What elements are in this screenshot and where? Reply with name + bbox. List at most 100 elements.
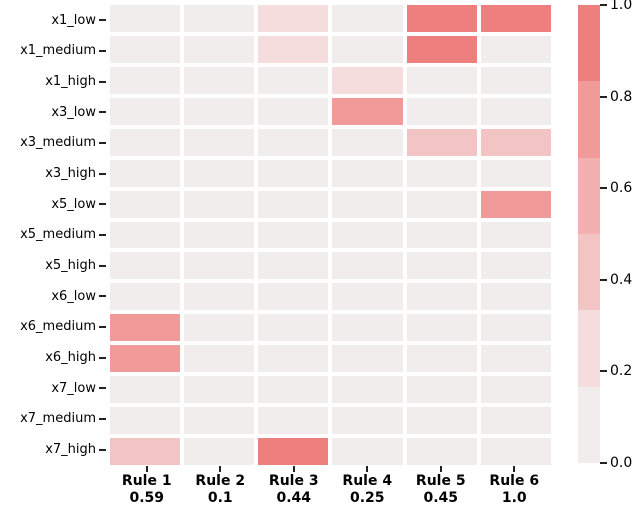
heatmap-cell xyxy=(110,159,181,187)
x-tick-mark xyxy=(478,466,552,472)
heatmap-cell xyxy=(332,190,403,218)
colorbar-tick-mark xyxy=(600,462,607,464)
heatmap-cell xyxy=(332,221,403,249)
col-label-weight: 0.25 xyxy=(349,490,385,506)
heatmap-cell xyxy=(258,438,329,465)
y-tick-mark xyxy=(99,404,106,435)
heatmap-cell xyxy=(110,97,181,125)
heatmap-cell xyxy=(406,252,477,280)
heatmap-cell xyxy=(332,438,403,465)
heatmap-cell xyxy=(184,345,255,373)
colorbar-tick-label: 0.0 xyxy=(610,455,633,471)
heatmap-cell xyxy=(480,438,551,465)
colorbar-tick-label: 0.4 xyxy=(610,271,633,288)
row-label: x7_medium xyxy=(20,411,96,427)
heatmap-cell xyxy=(110,252,181,280)
col-label-weight: 1.0 xyxy=(501,490,527,506)
heatmap-cell xyxy=(406,128,477,156)
col-label-name: Rule 2 xyxy=(195,473,246,489)
colorbar-tick-mark xyxy=(600,4,607,6)
x-tick-mark xyxy=(331,466,405,472)
heatmap-cell xyxy=(110,190,181,218)
heatmap-cell xyxy=(184,283,255,311)
x-tick-mark xyxy=(110,466,184,472)
col-label-weight: 0.1 xyxy=(207,490,233,506)
row-label: x5_medium xyxy=(20,227,96,243)
colorbar-band xyxy=(578,386,600,463)
heatmap-cell xyxy=(110,376,181,404)
heatmap-cell xyxy=(184,376,255,404)
heatmap-cell xyxy=(258,252,329,280)
row-label: x6_high xyxy=(45,350,96,366)
y-axis-ticks xyxy=(99,5,106,465)
heatmap-cell xyxy=(332,283,403,311)
colorbar-ticks: 1.0 0.8 0.6 0.4 0.2 0.0 xyxy=(600,0,638,471)
col-label: Rule 5 0.45 xyxy=(404,473,478,507)
y-tick-mark xyxy=(99,281,106,312)
heatmap-cell xyxy=(480,159,551,187)
heatmap-cell xyxy=(184,221,255,249)
heatmap-cell xyxy=(480,66,551,94)
col-label: Rule 1 0.59 xyxy=(110,473,184,507)
heatmap-cell xyxy=(480,376,551,404)
heatmap-cell xyxy=(184,128,255,156)
colorbar-band xyxy=(578,233,600,311)
heatmap-cell xyxy=(480,97,551,125)
heatmap-cell xyxy=(110,221,181,249)
colorbar-tick-mark xyxy=(600,278,607,281)
heatmap-cell xyxy=(184,159,255,187)
colorbar-tick: 1.0 xyxy=(600,0,632,13)
colorbar-tick-label: 1.0 xyxy=(610,0,633,13)
y-tick-mark xyxy=(99,312,106,343)
heatmap-cell xyxy=(110,407,181,435)
row-label: x5_high xyxy=(45,258,96,274)
y-tick-mark xyxy=(99,97,106,128)
colorbar-tick: 0.8 xyxy=(600,89,632,105)
heatmap-cell xyxy=(258,66,329,94)
y-tick-mark xyxy=(99,220,106,251)
colorbar-tick: 0.2 xyxy=(600,363,632,379)
heatmap-cell xyxy=(406,66,477,94)
heatmap-cell xyxy=(480,190,551,218)
x-tick-mark xyxy=(257,466,331,472)
heatmap-cell xyxy=(110,314,181,342)
row-label: x1_high xyxy=(45,74,96,90)
heatmap-cell xyxy=(258,128,329,156)
heatmap-cell xyxy=(258,376,329,404)
heatmap-cell xyxy=(184,97,255,125)
row-label: x7_low xyxy=(51,380,96,396)
heatmap-grid xyxy=(110,5,551,465)
heatmap-cell xyxy=(258,190,329,218)
col-label-weight: 0.45 xyxy=(423,490,459,506)
heatmap-cell xyxy=(332,66,403,94)
row-label: x6_low xyxy=(51,288,96,304)
heatmap-cell xyxy=(258,345,329,373)
row-label: x1_medium xyxy=(20,43,96,59)
heatmap-cell xyxy=(480,314,551,342)
y-tick-mark xyxy=(99,36,106,67)
heatmap-cell xyxy=(110,345,181,373)
heatmap-cell xyxy=(184,5,255,32)
heatmap-cell xyxy=(406,345,477,373)
row-label: x3_low xyxy=(51,104,96,120)
heatmap-cell xyxy=(480,252,551,280)
heatmap-cell xyxy=(332,376,403,404)
colorbar-tick: 0.0 xyxy=(600,455,632,471)
heatmap-cell xyxy=(184,407,255,435)
heatmap-cell xyxy=(110,128,181,156)
heatmap-cell xyxy=(480,407,551,435)
x-axis-labels: Rule 1 0.59 Rule 2 0.1 Rule 3 0.44 Rule 4 0.25 R… xyxy=(110,473,551,507)
col-label-name: Rule 5 xyxy=(415,473,466,489)
row-label: x3_medium xyxy=(20,135,96,151)
heatmap-cell xyxy=(406,159,477,187)
heatmap-cell xyxy=(332,407,403,435)
heatmap-cell xyxy=(110,5,181,32)
colorbar-tick-mark xyxy=(600,187,607,190)
heatmap-cell xyxy=(480,128,551,156)
row-label: x7_high xyxy=(45,442,96,458)
colorbar-band xyxy=(578,310,600,387)
colorbar-band xyxy=(578,157,600,234)
y-tick-mark xyxy=(99,5,106,36)
colorbar-band xyxy=(578,81,600,158)
